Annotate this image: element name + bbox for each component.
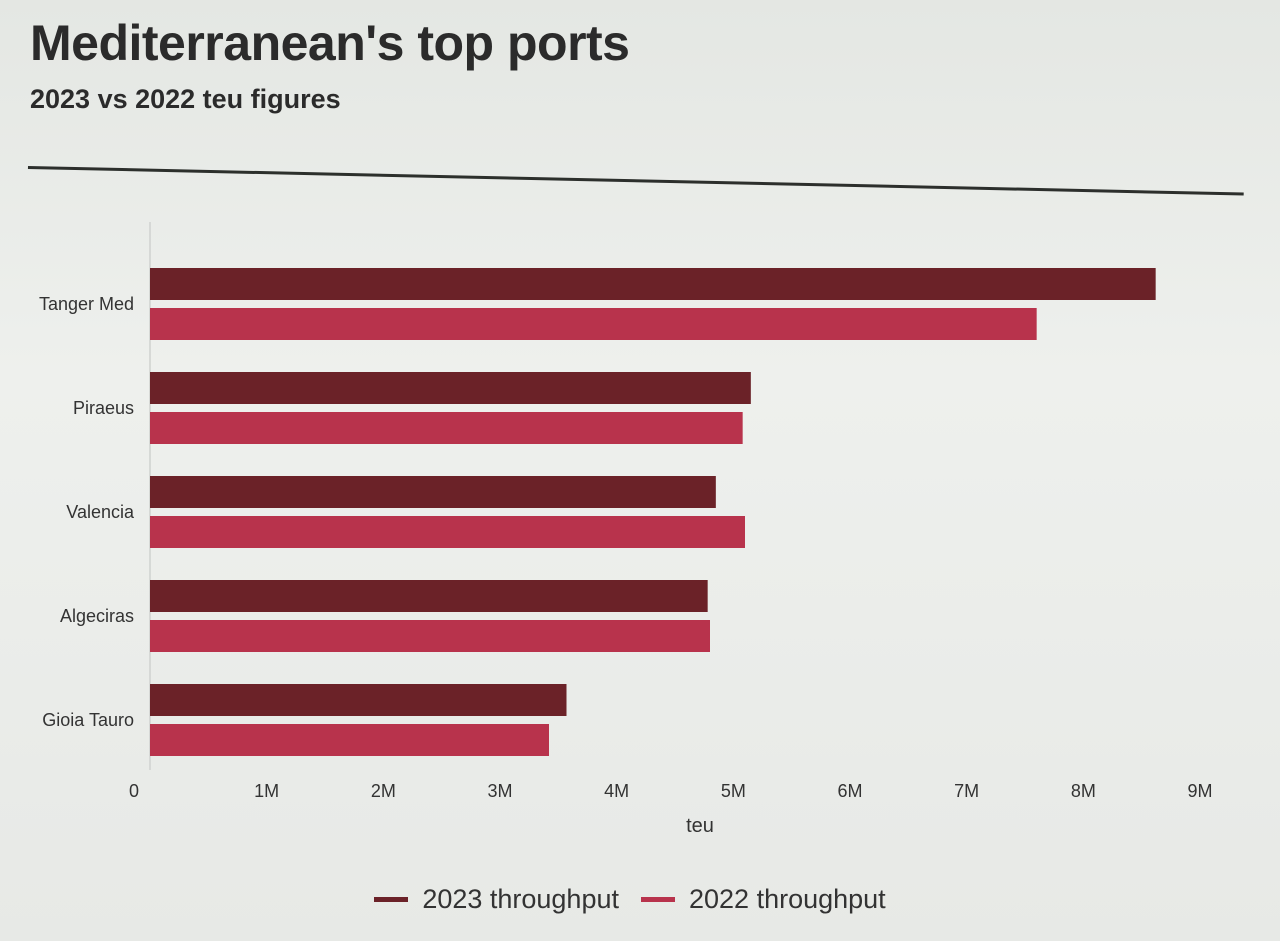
legend-label-2023: 2023 throughput [422, 884, 619, 914]
bar-tanger-med-2022 [150, 308, 1037, 340]
bar-algeciras-2022 [150, 620, 710, 652]
category-label-valencia: Valencia [66, 502, 135, 522]
legend-item-2022: 2022 throughput [641, 884, 886, 915]
x-tick-label-1m: 1M [254, 781, 279, 801]
category-label-tanger-med: Tanger Med [39, 294, 134, 314]
bar-gioia-tauro-2022 [150, 724, 549, 756]
x-tick-label-3m: 3M [487, 781, 512, 801]
x-tick-label-8m: 8M [1071, 781, 1096, 801]
x-tick-label-9m: 9M [1187, 781, 1212, 801]
bar-piraeus-2023 [150, 372, 751, 404]
legend-label-2022: 2022 throughput [689, 884, 886, 914]
x-tick-label-6m: 6M [837, 781, 862, 801]
bar-piraeus-2022 [150, 412, 743, 444]
x-tick-label-5m: 5M [721, 781, 746, 801]
bar-valencia-2023 [150, 476, 716, 508]
chart-title: Mediterranean's top ports [30, 15, 630, 71]
bar-valencia-2022 [150, 516, 745, 548]
bar-chart: Tanger Med Piraeus Valencia Algeciras Gioia … [39, 222, 1213, 837]
x-tick-label-4m: 4M [604, 781, 629, 801]
legend: 2023 throughput 2022 throughput [0, 884, 1260, 915]
x-axis-title: teu [686, 815, 714, 837]
x-tick-label-7m: 7M [954, 781, 979, 801]
legend-swatch-2023 [374, 897, 409, 902]
bar-algeciras-2023 [150, 580, 708, 612]
x-tick-label-2m: 2M [371, 781, 396, 801]
chart-subtitle: 2023 vs 2022 teu figures [30, 84, 341, 114]
category-label-algeciras: Algeciras [60, 606, 134, 626]
category-label-piraeus: Piraeus [73, 398, 134, 418]
bar-tanger-med-2023 [150, 268, 1156, 300]
legend-swatch-2022 [641, 897, 675, 902]
x-tick-label-0: 0 [129, 781, 139, 801]
bar-gioia-tauro-2023 [150, 684, 567, 716]
legend-item-2023: 2023 throughput [374, 884, 619, 915]
category-label-gioia-tauro: Gioia Tauro [42, 710, 134, 730]
